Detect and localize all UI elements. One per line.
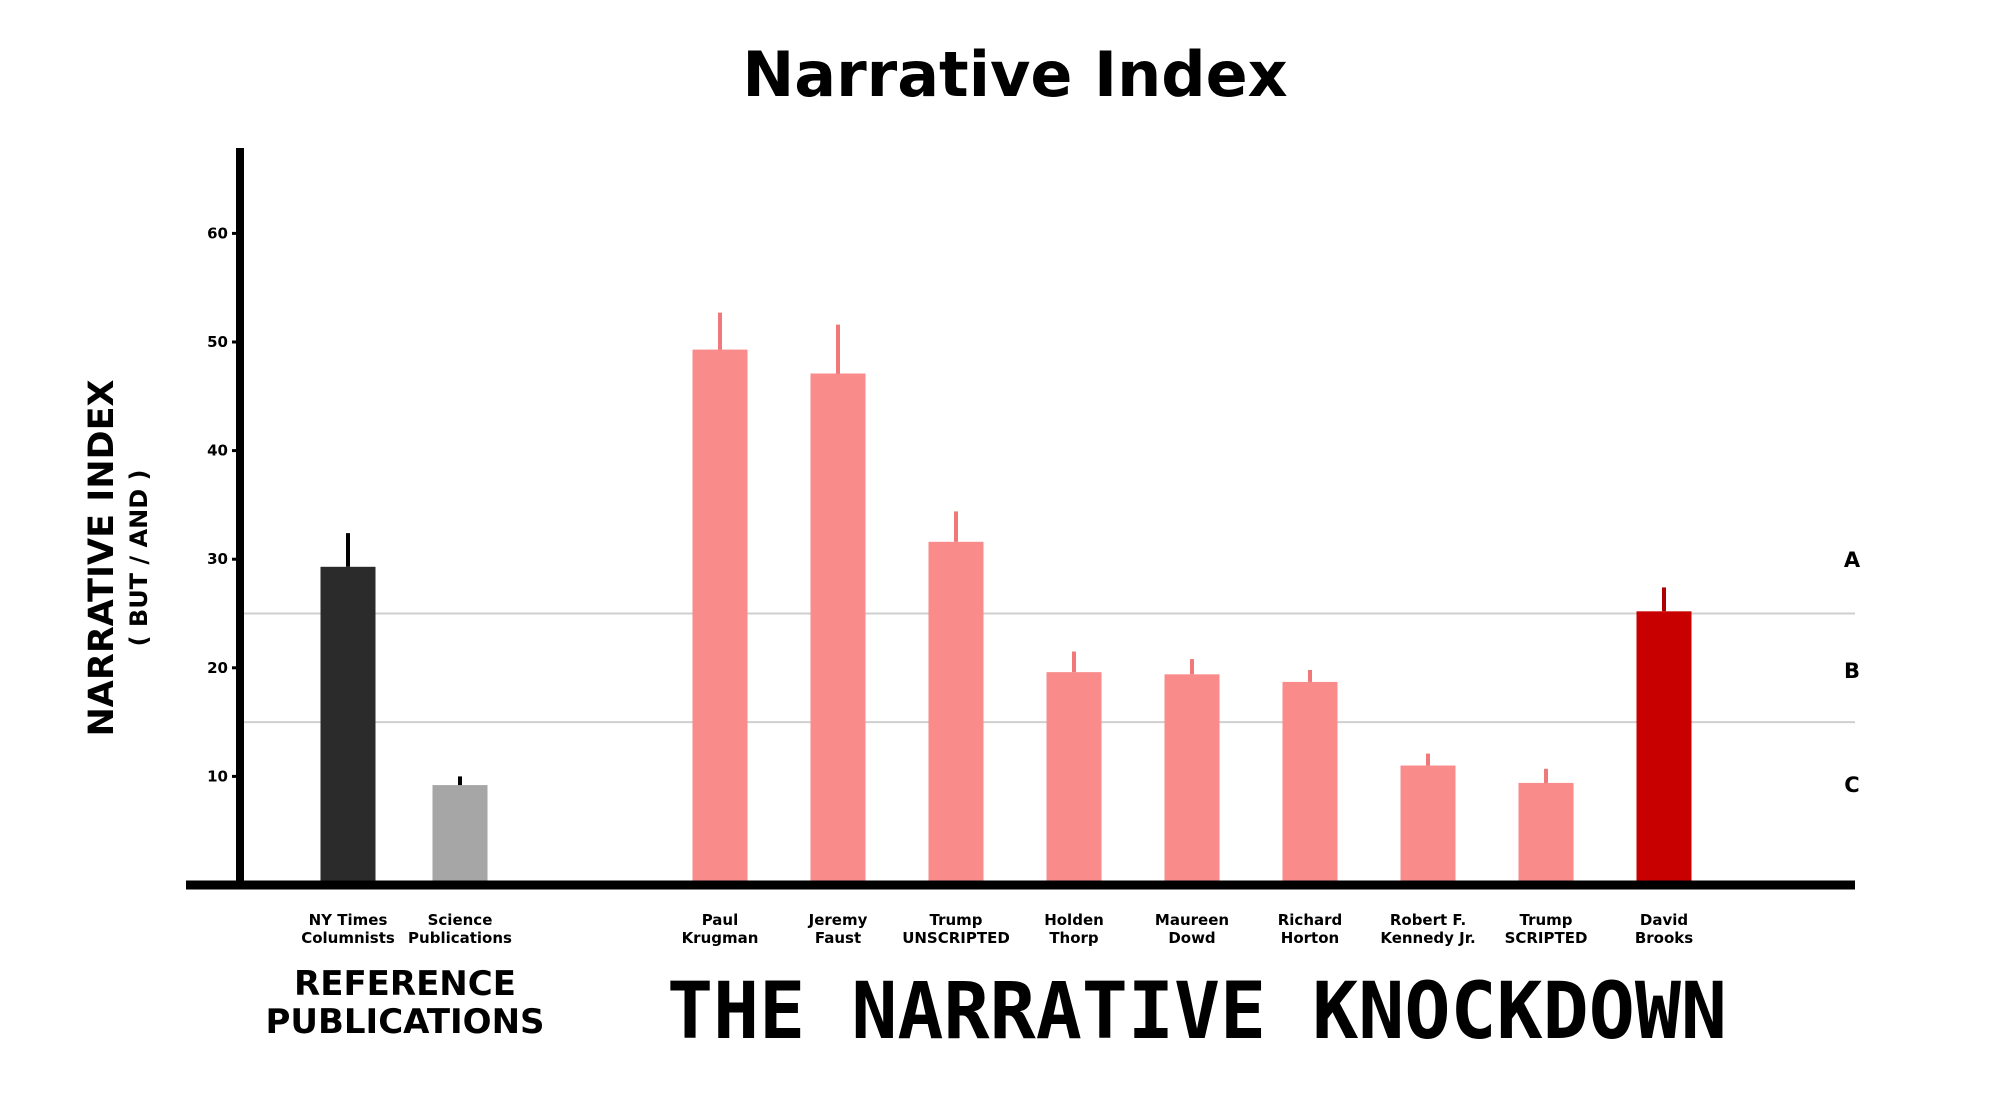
category-label-7-line-1: Maureen — [1155, 911, 1229, 929]
category-label-3-line-1: Paul — [702, 911, 739, 929]
bar-9 — [1400, 765, 1456, 885]
chart-title: Narrative Index — [742, 38, 1287, 111]
category-label-1-line-1: NY Times — [309, 911, 388, 929]
bar-2 — [432, 785, 488, 885]
category-label-10-line-1: Trump — [1519, 911, 1572, 929]
category-label-3-line-2: Krugman — [682, 929, 759, 947]
grade-label-c: C — [1844, 773, 1859, 797]
bar-8 — [1282, 681, 1338, 885]
category-label-6-line-2: Thorp — [1049, 929, 1099, 947]
group-label-reference-line-2: PUBLICATIONS — [265, 1002, 544, 1042]
group-label-knockdown: THE NARRATIVE KNOCKDOWN — [667, 967, 1727, 1057]
y-tick-label-40: 40 — [207, 442, 228, 460]
category-label-5-line-2: UNSCRIPTED — [902, 929, 1010, 947]
bar-4 — [810, 373, 866, 885]
category-label-10-line-2: SCRIPTED — [1505, 929, 1588, 947]
bar-1 — [320, 566, 376, 885]
category-label-8-line-2: Horton — [1281, 929, 1339, 947]
category-label-1-line-2: Columnists — [301, 929, 395, 947]
bar-10 — [1518, 782, 1574, 885]
category-label-11-line-1: David — [1640, 911, 1688, 929]
y-axis-ticks: 10 20 30 40 50 60 — [207, 224, 240, 785]
y-axis-label: NARRATIVE INDEX ( BUT / AND ) — [82, 379, 153, 736]
category-label-2-line-1: Science — [428, 911, 493, 929]
y-tick-label-20: 20 — [207, 659, 228, 677]
grade-labels: A B C — [1844, 548, 1861, 797]
y-axis-title: NARRATIVE INDEX — [82, 379, 122, 736]
grade-label-b: B — [1844, 659, 1860, 683]
y-tick-label-10: 10 — [207, 767, 228, 785]
group-label-reference-line-1: REFERENCE — [294, 964, 516, 1004]
y-tick-label-60: 60 — [207, 224, 228, 242]
y-tick-label-30: 30 — [207, 550, 228, 568]
bar-5 — [928, 541, 984, 885]
bar-7 — [1164, 674, 1220, 885]
category-label-4-line-2: Faust — [815, 929, 861, 947]
category-label-2-line-2: Publications — [408, 929, 512, 947]
bar-3 — [692, 349, 748, 885]
category-label-9-line-2: Kennedy Jr. — [1380, 929, 1475, 947]
y-tick-label-50: 50 — [207, 333, 228, 351]
category-label-11-line-2: Brooks — [1635, 929, 1693, 947]
group-label-reference: REFERENCE PUBLICATIONS — [265, 964, 544, 1042]
category-label-8-line-1: Richard — [1278, 911, 1343, 929]
bar-6 — [1046, 672, 1102, 885]
category-label-6-line-1: Holden — [1044, 911, 1104, 929]
category-label-5-line-1: Trump — [929, 911, 982, 929]
bar-series — [320, 349, 1692, 885]
y-axis-subtitle: ( BUT / AND ) — [125, 470, 153, 647]
category-label-9-line-1: Robert F. — [1390, 911, 1466, 929]
bar-11 — [1636, 611, 1692, 885]
category-label-7-line-2: Dowd — [1168, 929, 1215, 947]
category-label-4-line-1: Jeremy — [808, 911, 868, 929]
error-bars — [346, 312, 1666, 786]
grade-label-a: A — [1844, 548, 1861, 572]
